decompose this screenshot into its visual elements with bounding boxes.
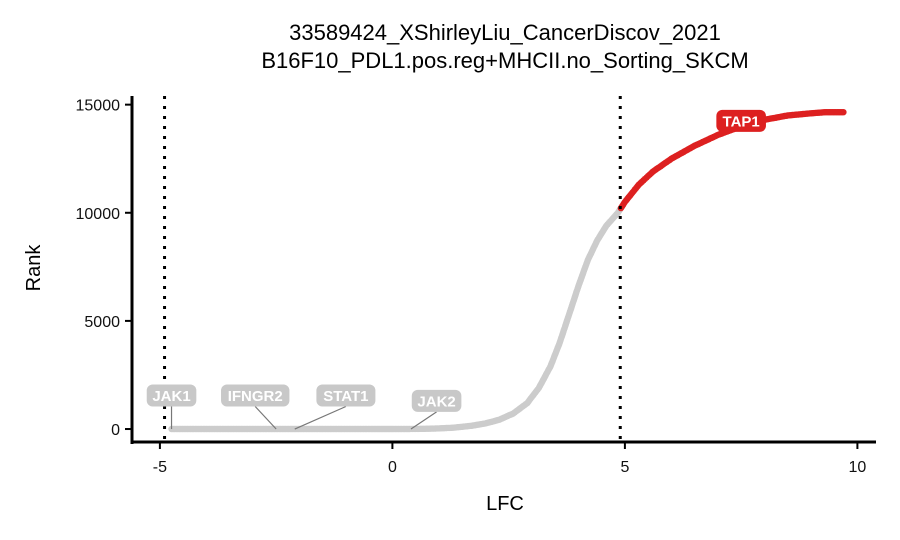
chart-subtitle: B16F10_PDL1.pos.reg+MHCII.no_Sorting_SKC…	[261, 48, 748, 73]
label-text: STAT1	[323, 388, 368, 405]
label-box	[716, 109, 766, 132]
gene-label-jak1: JAK1	[146, 384, 197, 430]
label-connector	[294, 405, 347, 430]
y-tick-label: 10000	[76, 206, 121, 223]
axis-ticks: 0 5000 10000 15000 -5 0 5 10	[76, 98, 867, 476]
label-box	[316, 384, 376, 407]
gene-labels: JAK1 IFNGR2 STAT1 JAK2 TAP1	[146, 109, 766, 430]
gene-label-tap1: TAP1	[716, 109, 766, 132]
label-text: IFNGR2	[228, 388, 283, 405]
label-box	[146, 384, 197, 407]
gene-label-stat1: STAT1	[294, 384, 376, 430]
gray-points	[168, 206, 624, 433]
y-tick-label: 0	[111, 422, 120, 439]
plot-area	[163, 96, 847, 442]
label-text: JAK2	[417, 393, 455, 410]
x-tick-label: 5	[620, 459, 629, 476]
gene-label-ifngr2: IFNGR2	[221, 384, 290, 430]
y-axis-title: Rank	[23, 244, 45, 292]
data-point-red	[840, 109, 847, 116]
label-text: TAP1	[723, 113, 760, 130]
gene-label-jak2: JAK2	[410, 389, 462, 430]
x-tick-label: 10	[849, 459, 867, 476]
y-tick-label: 15000	[76, 98, 121, 115]
label-connector	[410, 411, 437, 430]
label-connector	[254, 406, 277, 430]
label-box	[221, 384, 290, 407]
x-axis-title: LFC	[486, 493, 524, 515]
x-tick-label: -5	[153, 459, 167, 476]
label-box	[411, 389, 462, 412]
label-text: JAK1	[152, 388, 190, 405]
x-tick-label: 0	[388, 459, 397, 476]
chart-title: 33589424_XShirleyLiu_CancerDiscov_2021	[289, 20, 721, 45]
y-tick-label: 5000	[84, 314, 120, 331]
